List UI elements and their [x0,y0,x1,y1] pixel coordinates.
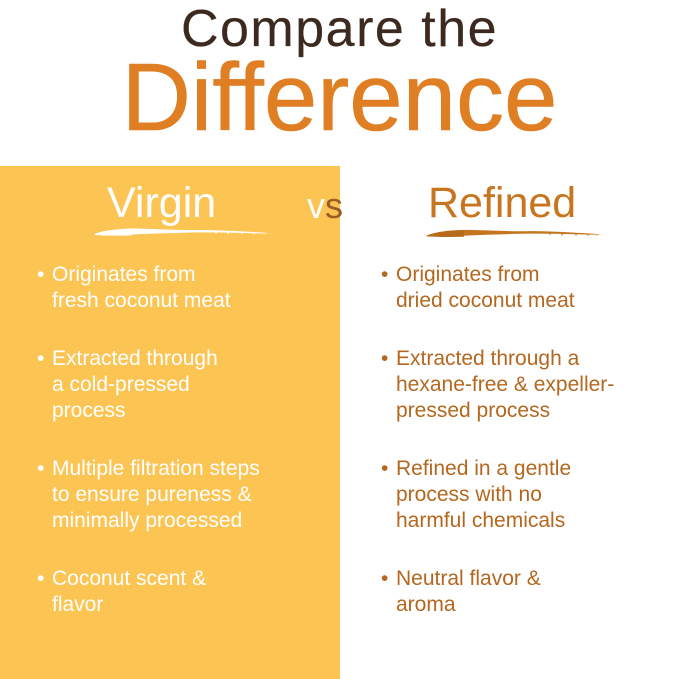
list-item-text: Originates from dried coconut meat [396,263,575,313]
versus-v-glyph: v [307,185,325,226]
list-item-text: Extracted through a hexane-free & expell… [396,347,615,423]
brush-underline-white-icon [92,224,272,240]
refined-panel [340,166,679,679]
list-item-text: Multiple filtration steps to ensure pure… [52,457,260,533]
refined-column-heading: Refined [428,179,577,227]
bullet-dot-icon: • [381,457,389,481]
versus-s-glyph: s [325,185,343,226]
bullet-dot-icon: • [37,567,45,591]
list-item: • Extracted through a hexane-free & expe… [381,346,671,424]
list-item: • Originates from fresh coconut meat [37,262,327,314]
bullet-dot-icon: • [381,567,389,591]
list-item: • Coconut scent & flavor [37,566,327,618]
bullet-dot-icon: • [381,263,389,286]
list-item: • Neutral flavor & aroma [381,566,671,618]
list-item-text: Neutral flavor & aroma [396,567,541,617]
header-block: Compare the Difference [0,0,679,166]
page-title-line2: Difference [121,44,558,151]
bullet-dot-icon: • [381,347,389,371]
virgin-panel [0,166,340,679]
list-item: • Originates from dried coconut meat [381,262,671,314]
list-item-text: Refined in a gentle process with no harm… [396,457,572,533]
list-item: • Extracted through a cold-pressed proce… [37,346,327,424]
list-item-text: Originates from fresh coconut meat [52,263,231,313]
list-item: • Multiple filtration steps to ensure pu… [37,456,327,534]
brush-underline-orange-icon [424,225,604,241]
refined-bullet-list: • Originates from dried coconut meat • E… [381,262,671,618]
bullet-dot-icon: • [37,457,45,481]
bullet-dot-icon: • [37,263,45,286]
bullet-dot-icon: • [37,347,45,371]
list-item: • Refined in a gentle process with no ha… [381,456,671,534]
list-item-text: Coconut scent & flavor [52,567,207,617]
virgin-bullet-list: • Originates from fresh coconut meat • E… [37,262,327,618]
virgin-column-heading: Virgin [107,179,217,227]
versus-separator: vs [307,188,343,224]
page-title-line1: Compare the [180,0,499,58]
list-item-text: Extracted through a cold-pressed process [52,347,218,423]
